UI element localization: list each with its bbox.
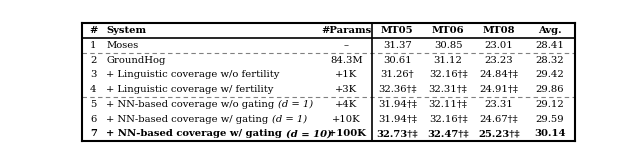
Text: 29.42: 29.42	[535, 70, 564, 79]
Text: 32.16†‡: 32.16†‡	[429, 70, 467, 79]
Text: –: –	[344, 41, 349, 50]
Text: 23.01: 23.01	[484, 41, 513, 50]
Text: (d = 10): (d = 10)	[286, 129, 332, 138]
Text: 3: 3	[90, 70, 97, 79]
Text: 24.67†‡: 24.67†‡	[479, 115, 518, 124]
Text: +4K: +4K	[335, 100, 358, 109]
Text: 32.31†‡: 32.31†‡	[429, 85, 467, 94]
Text: + NN-based coverage w/ gating: + NN-based coverage w/ gating	[106, 129, 286, 138]
Text: (d = 1): (d = 1)	[272, 115, 307, 124]
Text: +1K: +1K	[335, 70, 358, 79]
Text: 31.94†‡: 31.94†‡	[378, 115, 417, 124]
Text: 28.32: 28.32	[535, 56, 564, 65]
Text: +100K: +100K	[328, 129, 365, 138]
Text: 32.11†‡: 32.11†‡	[429, 100, 467, 109]
Text: 32.73†‡: 32.73†‡	[376, 129, 418, 138]
Text: 25.23†‡: 25.23†‡	[478, 129, 520, 138]
Text: 31.94†‡: 31.94†‡	[378, 100, 417, 109]
Text: 31.12: 31.12	[434, 56, 463, 65]
Text: 30.85: 30.85	[434, 41, 462, 50]
Text: 32.47†‡: 32.47†‡	[428, 129, 469, 138]
Text: + Linguistic coverage w/o fertility: + Linguistic coverage w/o fertility	[106, 70, 280, 79]
Text: 24.84†‡: 24.84†‡	[479, 70, 518, 79]
Text: 32.36†‡: 32.36†‡	[378, 85, 417, 94]
Text: 28.41: 28.41	[535, 41, 564, 50]
Text: 29.86: 29.86	[536, 85, 564, 94]
Text: 6: 6	[90, 115, 97, 124]
Text: MT05: MT05	[381, 26, 413, 35]
Text: + NN-based coverage w/o gating: + NN-based coverage w/o gating	[106, 100, 278, 109]
Text: 5: 5	[90, 100, 97, 109]
Text: 24.91†‡: 24.91†‡	[479, 85, 518, 94]
Text: System: System	[106, 26, 147, 35]
Text: 31.37: 31.37	[383, 41, 412, 50]
Text: + NN-based coverage w/ gating: + NN-based coverage w/ gating	[106, 115, 272, 124]
Text: 1: 1	[90, 41, 97, 50]
Text: MT06: MT06	[432, 26, 465, 35]
Text: MT08: MT08	[483, 26, 515, 35]
Text: 30.61: 30.61	[383, 56, 412, 65]
Text: #Params: #Params	[321, 26, 372, 35]
Text: 29.59: 29.59	[535, 115, 564, 124]
Text: +3K: +3K	[335, 85, 358, 94]
Text: 23.31: 23.31	[484, 100, 513, 109]
Text: (d = 1): (d = 1)	[278, 100, 313, 109]
Text: GroundHog: GroundHog	[106, 56, 166, 65]
Text: 23.23: 23.23	[484, 56, 513, 65]
Text: 29.12: 29.12	[535, 100, 564, 109]
Text: 32.16†‡: 32.16†‡	[429, 115, 467, 124]
Text: +10K: +10K	[332, 115, 361, 124]
Text: + Linguistic coverage w/ fertility: + Linguistic coverage w/ fertility	[106, 85, 274, 94]
Text: 30.14: 30.14	[534, 129, 565, 138]
Text: Avg.: Avg.	[538, 26, 561, 35]
Text: 7: 7	[90, 129, 97, 138]
Text: Moses: Moses	[106, 41, 139, 50]
Text: 2: 2	[90, 56, 97, 65]
Text: 84.3M: 84.3M	[330, 56, 363, 65]
Text: 4: 4	[90, 85, 97, 94]
Text: #: #	[89, 26, 97, 35]
Text: 31.26†: 31.26†	[380, 70, 414, 79]
